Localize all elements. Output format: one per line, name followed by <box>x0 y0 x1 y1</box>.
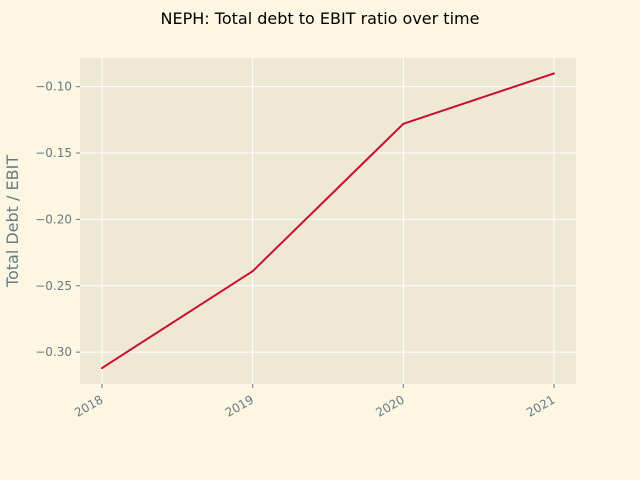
y-tick-label: −0.30 <box>35 345 72 359</box>
y-tick-label: −0.10 <box>35 80 72 94</box>
chart-title: NEPH: Total debt to EBIT ratio over time <box>161 9 480 28</box>
y-tick-label: −0.20 <box>35 212 72 226</box>
data-point <box>402 122 405 125</box>
y-tick-label: −0.15 <box>35 146 72 160</box>
y-axis-label: Total Debt / EBIT <box>3 155 22 288</box>
grid <box>76 58 576 388</box>
data-point <box>553 72 555 75</box>
series-layer <box>101 72 555 370</box>
y-tick-label: −0.25 <box>35 279 72 293</box>
data-point <box>101 367 103 370</box>
data-point <box>251 270 254 273</box>
series-line <box>101 72 555 369</box>
